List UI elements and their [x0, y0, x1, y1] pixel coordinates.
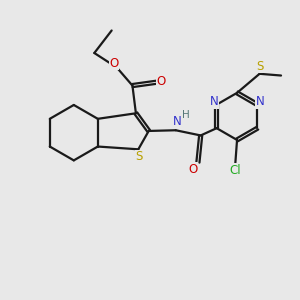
Text: O: O: [156, 75, 166, 88]
Text: H: H: [182, 110, 190, 120]
Text: S: S: [135, 150, 143, 164]
Text: S: S: [256, 60, 264, 73]
Text: Cl: Cl: [230, 164, 241, 177]
Text: N: N: [209, 95, 218, 108]
Text: O: O: [110, 57, 119, 70]
Text: N: N: [173, 115, 182, 128]
Text: N: N: [256, 95, 265, 108]
Text: O: O: [188, 163, 198, 176]
